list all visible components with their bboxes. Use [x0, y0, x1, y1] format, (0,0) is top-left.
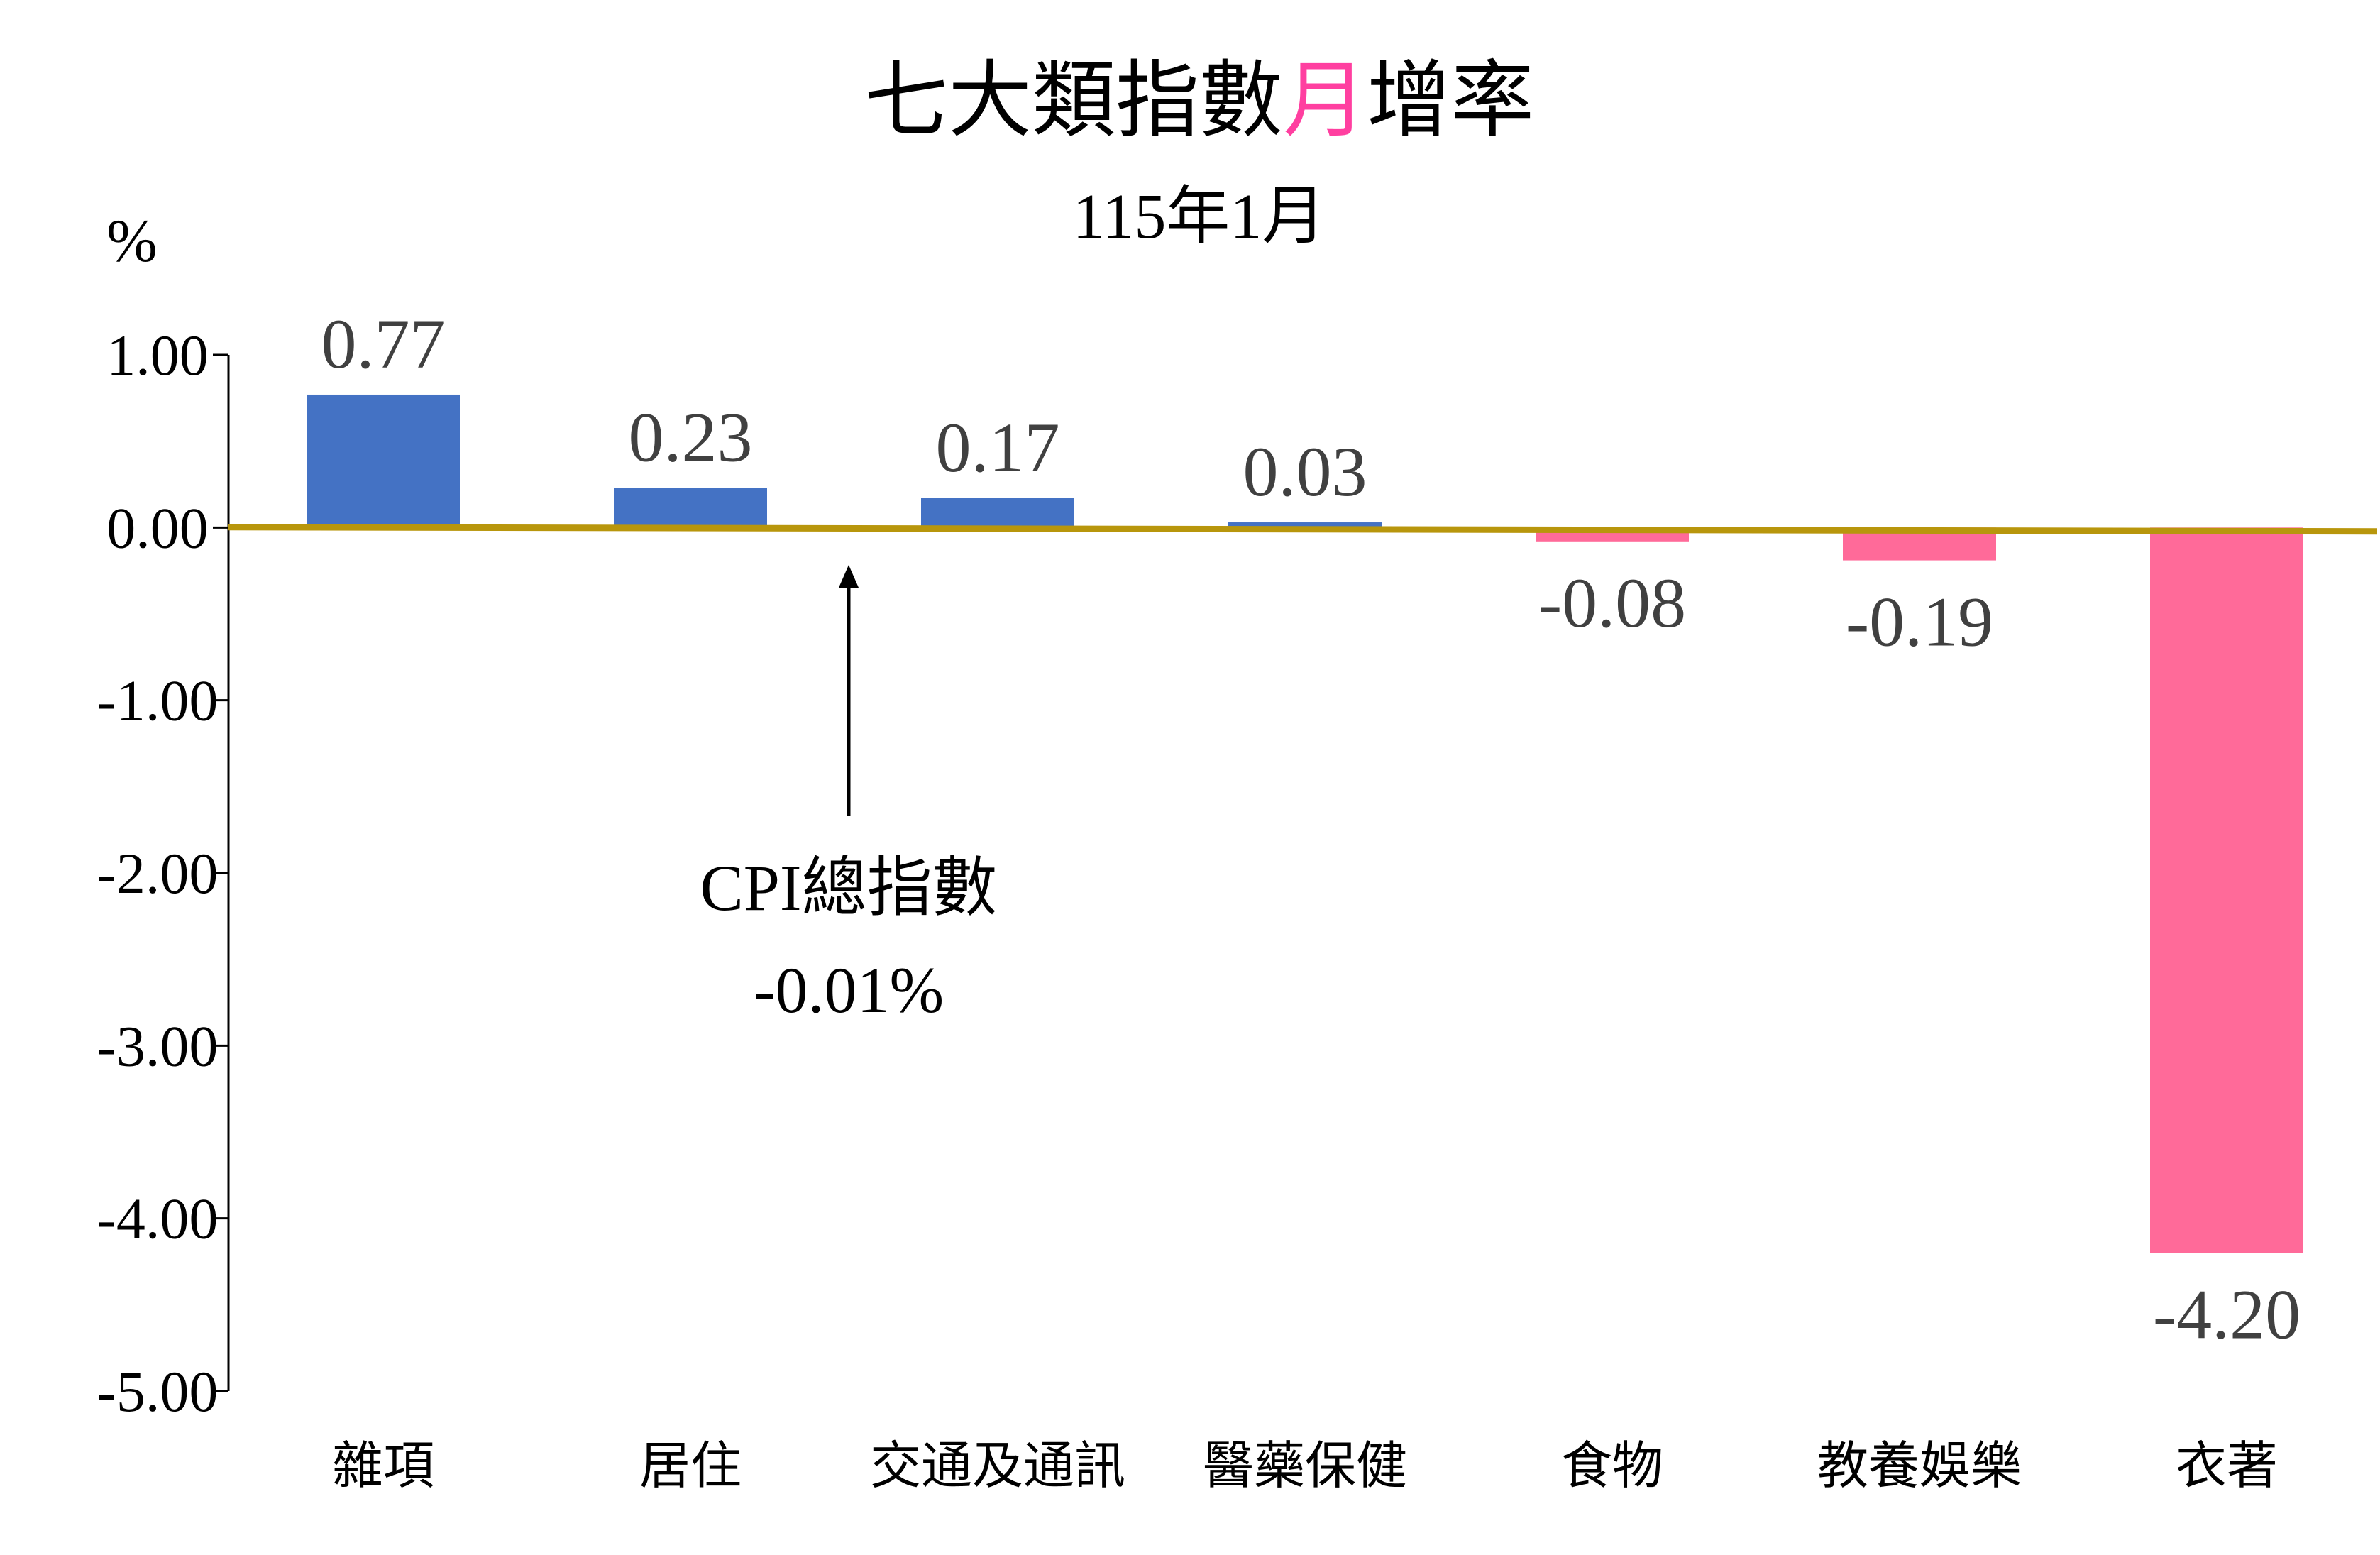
value-label: 0.23: [629, 397, 753, 476]
y-tick-label: -2.00: [97, 841, 219, 906]
y-tick-label: -3.00: [97, 1013, 219, 1078]
category-label: 醫藥保健: [1203, 1436, 1407, 1495]
y-tick-label: 1.00: [106, 323, 209, 388]
bar-3: [921, 498, 1074, 528]
reference-line-group: [228, 524, 2378, 535]
title-part-3: 增率: [1367, 51, 1534, 149]
y-tick-label: -5.00: [97, 1359, 219, 1424]
y-tick-label: -1.00: [97, 669, 219, 733]
chart-title: 七大類指數月增率: [864, 51, 1534, 149]
value-label: 0.17: [936, 408, 1060, 487]
category-labels: 雜項 居住 交通及通訊 醫藥保健 食物 教養娛樂 衣著: [332, 1436, 2278, 1495]
title-part-1: 七大類指數: [864, 51, 1283, 149]
bar-2: [614, 488, 767, 528]
category-label: 食物: [1561, 1436, 1663, 1495]
annotation-arrowhead: [839, 565, 859, 588]
category-label: 交通及通訊: [870, 1436, 1125, 1495]
bar-1: [307, 394, 460, 528]
cpi-annotation: CPI總指數 -0.01%: [700, 565, 998, 1026]
value-label: -0.08: [1538, 564, 1686, 642]
bar-4: [1228, 522, 1382, 528]
bar-7: [2150, 527, 2303, 1253]
value-label: 0.03: [1243, 432, 1367, 511]
category-label: 衣著: [2176, 1436, 2278, 1495]
chart-subtitle: 115年1月: [1073, 182, 1326, 252]
y-axis: 1.00 0.00 -1.00 -2.00 -3.00 -4.00 -5.00: [97, 323, 230, 1424]
cpi-reference-line: [228, 524, 2378, 535]
value-label: -4.20: [2153, 1275, 2301, 1353]
value-label: 0.77: [321, 304, 446, 383]
bars: [307, 394, 2303, 1253]
value-labels: 0.77 0.23 0.17 0.03 -0.08 -0.19 -4.20: [321, 304, 2301, 1353]
annotation-line1: CPI總指數: [700, 852, 997, 924]
value-label: -0.19: [1846, 583, 1993, 661]
y-tick-label: -4.00: [97, 1187, 219, 1251]
y-axis-unit: %: [106, 207, 158, 275]
category-label: 居住: [639, 1436, 742, 1495]
y-tick-label: 0.00: [106, 495, 209, 560]
title-part-highlight: 月: [1283, 51, 1367, 149]
category-label: 雜項: [332, 1436, 434, 1495]
annotation-line2: -0.01%: [754, 954, 944, 1026]
category-label: 教養娛樂: [1817, 1436, 2022, 1495]
